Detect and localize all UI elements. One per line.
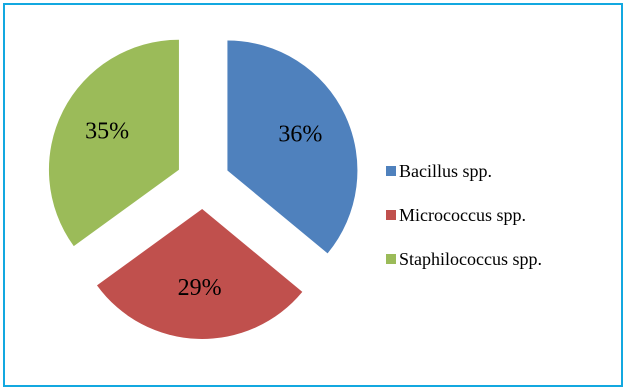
legend-swatch-bacillus — [386, 166, 396, 176]
legend-swatch-micrococcus — [386, 210, 396, 220]
legend-label-staphilococcus: Staphilococcus spp. — [399, 248, 542, 269]
pie-slice-bacillus — [227, 40, 358, 254]
slice-label-staphilococcus: 35% — [85, 119, 129, 145]
legend: Bacillus spp. Micrococcus spp. Staphiloc… — [386, 161, 616, 293]
legend-swatch-staphilococcus — [386, 254, 396, 264]
legend-item-micrococcus: Micrococcus spp. — [386, 205, 616, 225]
legend-label-micrococcus: Micrococcus spp. — [399, 204, 526, 225]
pie-slice-micrococcus — [96, 208, 303, 339]
chart-frame: 36% 29% 35% Bacillus spp. Micrococcus spp.… — [3, 3, 623, 387]
pie-slice-staphilococcus — [48, 39, 179, 247]
pie-chart: 36% 29% 35% — [48, 39, 358, 339]
legend-label-bacillus: Bacillus spp. — [399, 160, 492, 181]
legend-item-staphilococcus: Staphilococcus spp. — [386, 249, 616, 269]
slice-label-micrococcus: 29% — [178, 275, 222, 301]
slice-label-bacillus: 36% — [278, 122, 322, 148]
legend-item-bacillus: Bacillus spp. — [386, 161, 616, 181]
